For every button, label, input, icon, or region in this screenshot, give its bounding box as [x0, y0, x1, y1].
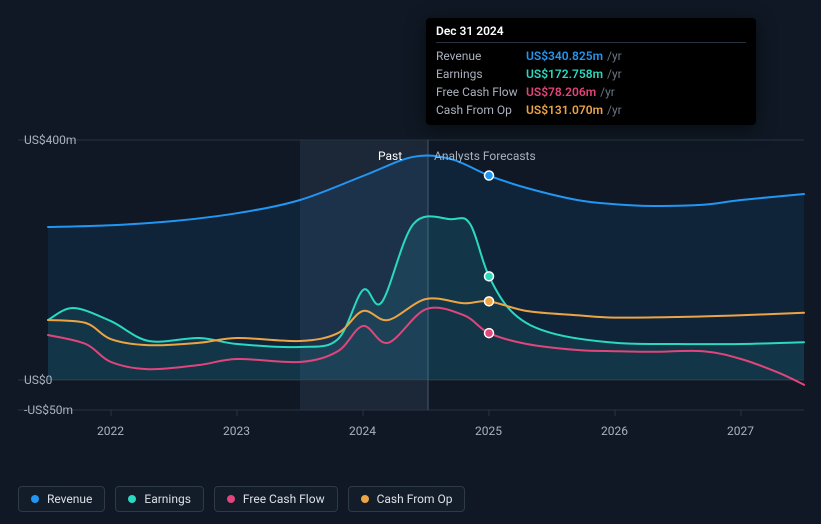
chart-legend: Revenue Earnings Free Cash Flow Cash Fro…	[18, 486, 465, 512]
tooltip-unit: /yr	[600, 85, 615, 99]
financials-chart: US$400m US$0 -US$50m 2022 2023 2024 2025…	[0, 0, 821, 524]
section-label-forecast: Analysts Forecasts	[434, 149, 536, 163]
legend-dot-icon	[361, 495, 369, 503]
tooltip-label: Revenue	[436, 49, 526, 63]
tooltip-unit: /yr	[607, 49, 622, 63]
legend-label: Earnings	[144, 492, 191, 506]
tooltip-value: US$340.825m	[526, 49, 603, 63]
tooltip-unit: /yr	[607, 67, 622, 81]
legend-item-cfo[interactable]: Cash From Op	[348, 486, 466, 512]
x-tick-2024: 2024	[349, 424, 376, 438]
x-tick-2023: 2023	[223, 424, 250, 438]
legend-item-fcf[interactable]: Free Cash Flow	[214, 486, 338, 512]
legend-item-earnings[interactable]: Earnings	[115, 486, 204, 512]
x-tick-2025: 2025	[475, 424, 502, 438]
legend-dot-icon	[128, 495, 136, 503]
legend-dot-icon	[31, 495, 39, 503]
tooltip-value: US$131.070m	[526, 103, 603, 117]
legend-label: Revenue	[47, 492, 92, 506]
x-tick-2026: 2026	[601, 424, 628, 438]
chart-tooltip: Dec 31 2024 Revenue US$340.825m /yr Earn…	[426, 18, 756, 125]
tooltip-label: Free Cash Flow	[436, 85, 526, 99]
tooltip-row-cfo: Cash From Op US$131.070m /yr	[436, 101, 746, 119]
y-tick-0: US$0	[24, 373, 52, 387]
tooltip-unit: /yr	[607, 103, 622, 117]
x-tick-2022: 2022	[97, 424, 124, 438]
legend-label: Free Cash Flow	[243, 492, 325, 506]
y-tick-n50: -US$50m	[24, 403, 73, 417]
tooltip-row-revenue: Revenue US$340.825m /yr	[436, 47, 746, 65]
legend-dot-icon	[227, 495, 235, 503]
y-tick-400: US$400m	[24, 133, 76, 147]
tooltip-row-fcf: Free Cash Flow US$78.206m /yr	[436, 83, 746, 101]
section-label-past: Past	[378, 149, 402, 163]
tooltip-value: US$172.758m	[526, 67, 603, 81]
tooltip-value: US$78.206m	[526, 85, 596, 99]
legend-item-revenue[interactable]: Revenue	[18, 486, 105, 512]
tooltip-label: Earnings	[436, 67, 526, 81]
legend-label: Cash From Op	[377, 492, 453, 506]
tooltip-row-earnings: Earnings US$172.758m /yr	[436, 65, 746, 83]
tooltip-date: Dec 31 2024	[436, 24, 746, 43]
tooltip-label: Cash From Op	[436, 103, 526, 117]
x-tick-2027: 2027	[727, 424, 754, 438]
